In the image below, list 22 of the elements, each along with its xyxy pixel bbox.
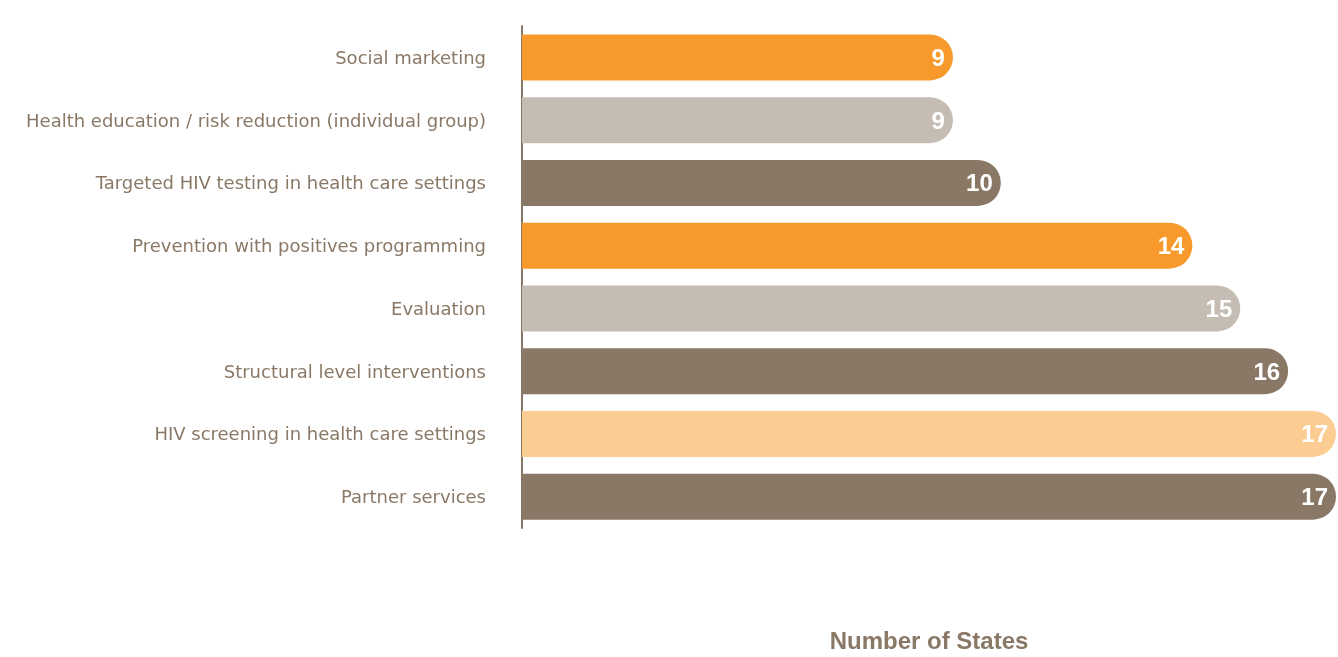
data-label: 9 (931, 43, 945, 71)
bar (522, 97, 953, 144)
data-label: 14 (1157, 232, 1185, 260)
x-axis-title: Number of States (829, 626, 1029, 654)
data-label: 17 (1301, 420, 1328, 448)
y-tick-label: Targeted HIV testing in health care settings (94, 172, 486, 194)
bar (522, 410, 1336, 457)
data-label: 10 (966, 169, 993, 197)
y-tick-label: Health education / risk reduction (individual group) (26, 109, 486, 131)
data-label: 17 (1301, 483, 1328, 511)
data-label: 9 (931, 106, 945, 134)
y-tick-label: HIV screening in health care settings (154, 423, 486, 445)
bar (522, 34, 953, 81)
y-tick-label: Partner services (341, 486, 486, 508)
bar (522, 222, 1193, 269)
y-tick-label: Evaluation (391, 297, 486, 319)
data-label: 15 (1205, 294, 1233, 322)
data-label: 16 (1253, 357, 1281, 385)
y-tick-label: Prevention with positives programming (132, 235, 486, 257)
bar (522, 285, 1241, 332)
y-tick-label: Structural level interventions (223, 360, 486, 382)
y-tick-label: Social marketing (335, 46, 486, 68)
